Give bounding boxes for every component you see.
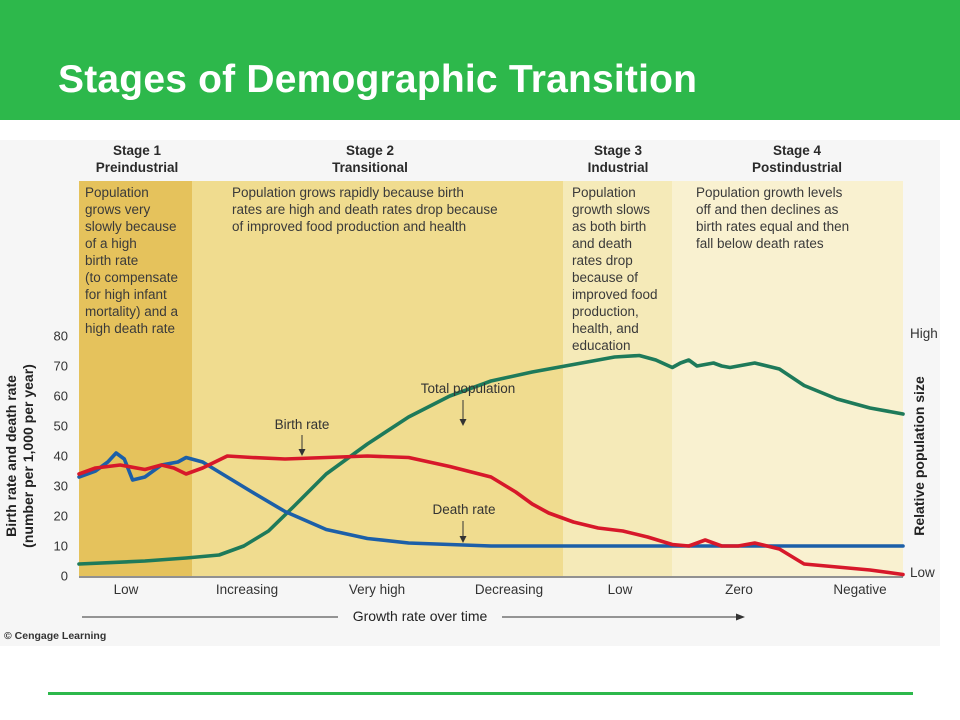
stage-description-line: growth slows	[572, 202, 650, 217]
stage-description-line: (to compensate	[85, 270, 178, 285]
stage-description-line: fall below death rates	[696, 236, 824, 251]
stage-band-4	[672, 181, 903, 576]
right-axis-label: Relative population size	[911, 376, 927, 536]
y-axis-label-units: (number per 1,000 per year)	[20, 364, 36, 548]
stage-description-line: birth rates equal and then	[696, 219, 849, 234]
stage-description-line: and death	[572, 236, 632, 251]
y-tick-label: 70	[54, 359, 68, 374]
stage-description-line: health, and	[572, 321, 639, 336]
stage-description-line: education	[572, 338, 631, 353]
stage-description-line: production,	[572, 304, 639, 319]
stage-description-line: mortality) and a	[85, 304, 179, 319]
annotation-total-population: Total population	[421, 381, 516, 396]
stage-description-line: Population growth levels	[696, 185, 843, 200]
credit-text: © Cengage Learning	[4, 630, 106, 642]
title-bar: Stages of Demographic Transition	[0, 0, 960, 120]
x-axis-label: Growth rate over time	[353, 608, 488, 624]
stage-description-line: because of	[572, 270, 638, 285]
x-category-label: Negative	[833, 582, 886, 597]
stage-description-line: of improved food production and health	[232, 219, 466, 234]
stage-label-3: Industrial	[588, 160, 649, 175]
stage-label-1: Preindustrial	[96, 160, 179, 175]
stage-description-line: grows very	[85, 202, 151, 217]
stage-description-line: Population grows rapidly because birth	[232, 185, 464, 200]
stage-description-line: birth rate	[85, 253, 138, 268]
stage-description-line: Population	[85, 185, 149, 200]
series-line-death-rate	[77, 451, 905, 548]
right-axis-low: Low	[910, 565, 935, 580]
stage-description-line: of a high	[85, 236, 137, 251]
x-category-label: Zero	[725, 582, 753, 597]
stage-band-3	[563, 181, 672, 576]
demographic-transition-figure: Stage 1 Preindustrial Population grows very…	[0, 140, 940, 646]
stage-name-3: Stage 3	[594, 143, 643, 158]
series-line-total-population	[77, 353, 905, 566]
annotation-death-rate: Death rate	[432, 502, 495, 517]
stage-description-line: rates drop	[572, 253, 633, 268]
y-tick-label: 50	[54, 419, 68, 434]
stage-name-4: Stage 4	[773, 143, 822, 158]
y-tick-label: 80	[54, 329, 68, 344]
annotation-birth-rate-pointer-head	[298, 449, 306, 456]
stage-description-line: off and then declines as	[696, 202, 839, 217]
x-category-label: Low	[608, 582, 633, 597]
stage-name-1: Stage 1	[113, 143, 162, 158]
y-tick-label: 20	[54, 509, 68, 524]
stage-description-line: improved food	[572, 287, 658, 302]
stage-description-line: rates are high and death rates drop beca…	[232, 202, 498, 217]
stage-description-line: slowly because	[85, 219, 177, 234]
stage-label-2: Transitional	[332, 160, 408, 175]
annotation-birth-rate: Birth rate	[275, 417, 330, 432]
y-axis-label: Birth rate and death rate	[3, 375, 19, 537]
y-tick-label: 0	[61, 569, 68, 584]
slide-title: Stages of Demographic Transition	[58, 58, 698, 101]
y-tick-label: 10	[54, 539, 68, 554]
y-tick-label: 60	[54, 389, 68, 404]
y-tick-label: 40	[54, 449, 68, 464]
x-category-label: Very high	[349, 582, 405, 597]
stage-label-4: Postindustrial	[752, 160, 842, 175]
demographic-transition-chart: Stage 1 Preindustrial Population grows very…	[3, 143, 938, 642]
x-category-label: Low	[114, 582, 139, 597]
right-axis-high: High	[910, 326, 938, 341]
growth-arrow-head	[736, 613, 745, 621]
x-category-label: Decreasing	[475, 582, 543, 597]
stage-name-2: Stage 2	[346, 143, 394, 158]
stage-description-line: Population	[572, 185, 636, 200]
stage-description-line: for high infant	[85, 287, 167, 302]
annotation-total-population-pointer-head	[459, 419, 467, 426]
annotation-death-rate-pointer-head	[459, 536, 467, 543]
x-category-label: Increasing	[216, 582, 278, 597]
footer-divider	[48, 692, 913, 695]
stage-description-line: high death rate	[85, 321, 175, 336]
stage-description-line: as both birth	[572, 219, 646, 234]
series-line-birth-rate	[77, 454, 905, 577]
y-tick-label: 30	[54, 479, 68, 494]
stage-band-1	[79, 181, 192, 576]
